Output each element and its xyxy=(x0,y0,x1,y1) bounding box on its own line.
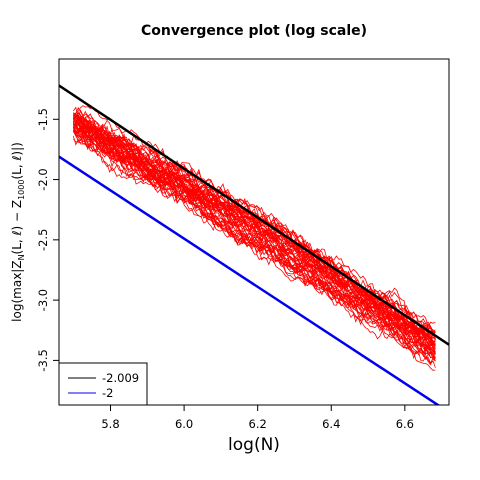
simulation-path xyxy=(72,117,436,341)
y-axis: -1.5 -2.0 -2.5 -3.0 -3.5 xyxy=(36,108,59,372)
y-tick-label: -1.5 xyxy=(36,108,50,130)
x-tick-label: 6.4 xyxy=(322,417,340,431)
reference-line xyxy=(59,155,441,405)
simulation-path xyxy=(73,118,436,343)
chart-title: Convergence plot (log scale) xyxy=(141,23,367,39)
simulation-path xyxy=(72,122,436,347)
x-tick-label: 5.8 xyxy=(101,417,119,431)
fit-lines xyxy=(59,84,449,405)
x-tick-label: 6.0 xyxy=(175,417,193,431)
plot-frame xyxy=(58,58,450,406)
reference-line xyxy=(59,84,449,346)
x-axis-label: log(N) xyxy=(228,435,280,455)
legend-box xyxy=(58,362,148,406)
x-tick-label: 6.2 xyxy=(249,417,267,431)
legend-label: -2 xyxy=(102,386,113,400)
y-tick-label: -3.0 xyxy=(36,289,50,311)
simulation-path xyxy=(72,114,436,350)
simulation-path xyxy=(73,116,436,345)
simulation-path xyxy=(73,127,436,358)
simulation-path xyxy=(73,131,436,366)
x-axis: 5.8 6.0 6.2 6.4 6.6 xyxy=(101,405,414,431)
simulation-path xyxy=(72,122,436,341)
simulation-path xyxy=(72,130,436,355)
legend-label: -2.009 xyxy=(102,371,139,385)
simulation-path xyxy=(72,117,436,340)
x-tick-label: 6.6 xyxy=(396,417,414,431)
y-tick-label: -3.5 xyxy=(36,349,50,371)
y-tick-label: -2.5 xyxy=(36,229,50,251)
y-axis-label: log(max|ZN(L, ℓ) − Z1000(L, ℓ)|) xyxy=(10,142,26,322)
y-tick-label: -2.0 xyxy=(36,168,50,190)
simulation-lines xyxy=(72,105,436,371)
legend: -2.009 -2 xyxy=(58,362,148,406)
